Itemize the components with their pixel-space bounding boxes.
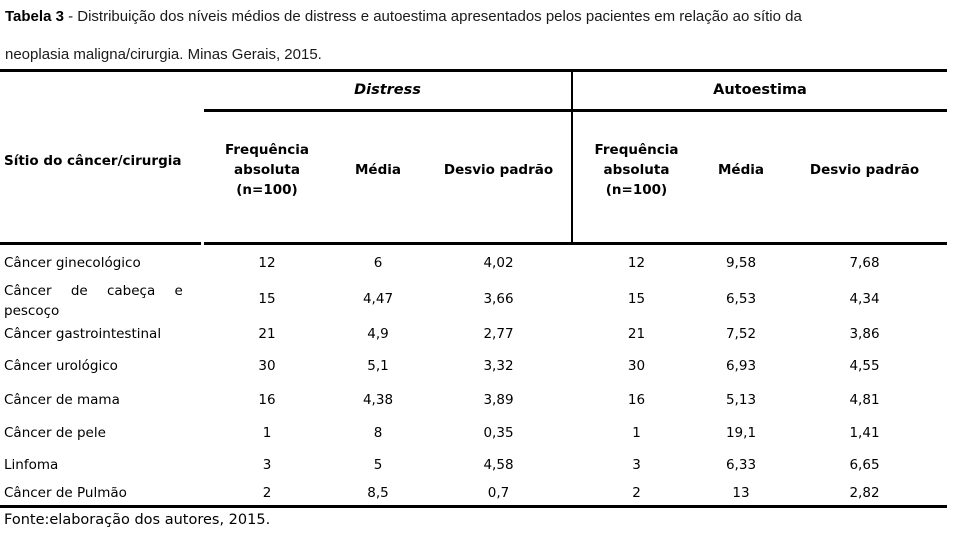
table-row: Câncer de Pulmão 2 8,5 0,7 2 13 2,82 (0, 481, 947, 505)
column-header-distress-frequencia: Frequência absoluta (n=100) (204, 140, 330, 200)
autoestima-desvio-cell: 4,55 (849, 358, 880, 374)
column-header-autoestima-desvio: Desvio padrão (809, 162, 920, 178)
column-header-autoestima-media: Média (718, 162, 764, 178)
autoestima-freq-cell: 1 (632, 424, 641, 441)
group-divider-line (571, 69, 573, 245)
table-bottom-border (0, 505, 947, 508)
distress-freq-cell: 2 (262, 485, 272, 501)
row-label: Câncer de pele (4, 424, 106, 441)
distress-desvio-cell: 4,02 (483, 255, 514, 271)
table-row: Câncer gastrointestinal 21 4,9 2,77 21 7… (0, 318, 947, 349)
autoestima-freq-cell: 2 (632, 485, 641, 501)
autoestima-desvio-cell: 4,81 (849, 391, 880, 408)
table-row: Câncer de pele 1 8 0,35 1 19,1 1,41 (0, 416, 947, 449)
freq-header-line2: absoluta (234, 162, 300, 178)
distress-media-cell: 4,47 (362, 290, 394, 307)
distress-freq-cell: 12 (258, 255, 276, 271)
freq-header-line3: (n=100) (236, 182, 298, 198)
distress-media-cell: 8 (373, 424, 383, 441)
autoestima-desvio-cell: 7,68 (849, 255, 880, 271)
autoestima-freq-cell: 16 (627, 391, 646, 408)
autoestima-desvio-cell: 2,82 (849, 485, 880, 501)
table-body: Câncer ginecológico 12 6 4,02 12 9,58 7,… (0, 247, 947, 505)
row-label: Linfoma (4, 457, 59, 473)
table-caption-line1: Tabela 3 - Distribuição dos níveis médio… (5, 8, 955, 25)
freq-header-line1: Frequência (225, 142, 309, 158)
distress-media-cell: 6 (373, 255, 383, 271)
column-header-autoestima-frequencia: Frequência absoluta (n=100) (573, 140, 700, 200)
autoestima-freq-cell: 12 (627, 255, 646, 271)
distress-desvio-cell: 2,77 (483, 325, 514, 342)
row-label: Câncer de mama (4, 391, 120, 408)
row-label: Câncer urológico (4, 358, 118, 374)
table-source-note: Fonte:elaboração dos autores, 2015. (4, 512, 271, 528)
group-header-distress: Distress (354, 82, 421, 98)
column-header-distress-media: Média (355, 162, 401, 178)
distress-desvio-cell: 3,66 (483, 290, 514, 307)
autoestima-freq-cell: 30 (627, 358, 646, 374)
table-row: Câncer urológico 30 5,1 3,32 30 6,93 4,5… (0, 349, 947, 383)
autoestima-media-cell: 6,53 (725, 290, 757, 307)
table-row: Câncer ginecológico 12 6 4,02 12 9,58 7,… (0, 247, 947, 279)
distress-media-cell: 8,5 (367, 485, 389, 501)
distress-desvio-cell: 4,58 (483, 457, 514, 473)
autoestima-freq-cell: 3 (632, 457, 641, 473)
autoestima-media-cell: 6,93 (725, 358, 757, 374)
autoestima-desvio-cell: 1,41 (849, 424, 880, 441)
table-row: Câncer de mama 16 4,38 3,89 16 5,13 4,81 (0, 383, 947, 416)
group-header-autoestima: Autoestima (713, 82, 807, 98)
table-caption-text: - Distribuição dos níveis médios de dist… (63, 8, 802, 25)
freq-header-line1: Frequência (594, 142, 679, 158)
table-row: Linfoma 3 5 4,58 3 6,33 6,65 (0, 449, 947, 481)
distress-media-cell: 4,9 (367, 325, 389, 342)
distress-freq-cell: 16 (258, 391, 276, 408)
distress-media-cell: 5 (373, 457, 383, 473)
autoestima-media-cell: 19,1 (725, 424, 757, 441)
table-caption-line2: neoplasia maligna/cirurgia. Minas Gerais… (5, 46, 322, 63)
autoestima-freq-cell: 21 (627, 325, 646, 342)
autoestima-media-cell: 13 (732, 485, 750, 501)
autoestima-media-cell: 5,13 (725, 391, 757, 408)
freq-header-line3: (n=100) (605, 182, 668, 198)
autoestima-desvio-cell: 4,34 (849, 290, 880, 307)
distress-desvio-cell: 0,35 (483, 424, 514, 441)
header-bottom-border-left (0, 242, 201, 245)
column-header-distress-desvio: Desvio padrão (443, 162, 554, 178)
distress-freq-cell: 1 (262, 424, 272, 441)
distress-media-cell: 4,38 (362, 391, 394, 408)
row-label: Câncer de Pulmão (4, 485, 127, 501)
column-header-site: Sítio do câncer/cirurgia (4, 153, 182, 169)
row-label: Câncer de cabeça e pescoço (4, 283, 183, 318)
distress-freq-cell: 3 (262, 457, 272, 473)
distress-desvio-cell: 0,7 (487, 485, 510, 501)
group-header-underline (204, 109, 947, 112)
autoestima-desvio-cell: 6,65 (849, 457, 880, 473)
autoestima-freq-cell: 15 (627, 290, 646, 307)
distress-desvio-cell: 3,89 (483, 391, 514, 408)
distress-media-cell: 5,1 (367, 358, 389, 374)
table-row: Câncer de cabeça e pescoço 15 4,47 3,66 … (0, 279, 947, 318)
autoestima-desvio-cell: 3,86 (849, 325, 880, 342)
autoestima-media-cell: 9,58 (725, 255, 757, 271)
distress-freq-cell: 21 (258, 325, 276, 342)
row-label: Câncer ginecológico (4, 255, 141, 271)
distress-desvio-cell: 3,32 (483, 358, 514, 374)
autoestima-media-cell: 6,33 (725, 457, 757, 473)
autoestima-media-cell: 7,52 (725, 325, 757, 342)
freq-header-line2: absoluta (603, 162, 670, 178)
row-label: Câncer gastrointestinal (4, 325, 162, 342)
table-top-border (0, 69, 947, 72)
distress-freq-cell: 15 (258, 290, 276, 307)
table-caption-label: Tabela 3 (5, 8, 64, 25)
distress-freq-cell: 30 (258, 358, 276, 374)
header-bottom-border-right (204, 242, 947, 245)
